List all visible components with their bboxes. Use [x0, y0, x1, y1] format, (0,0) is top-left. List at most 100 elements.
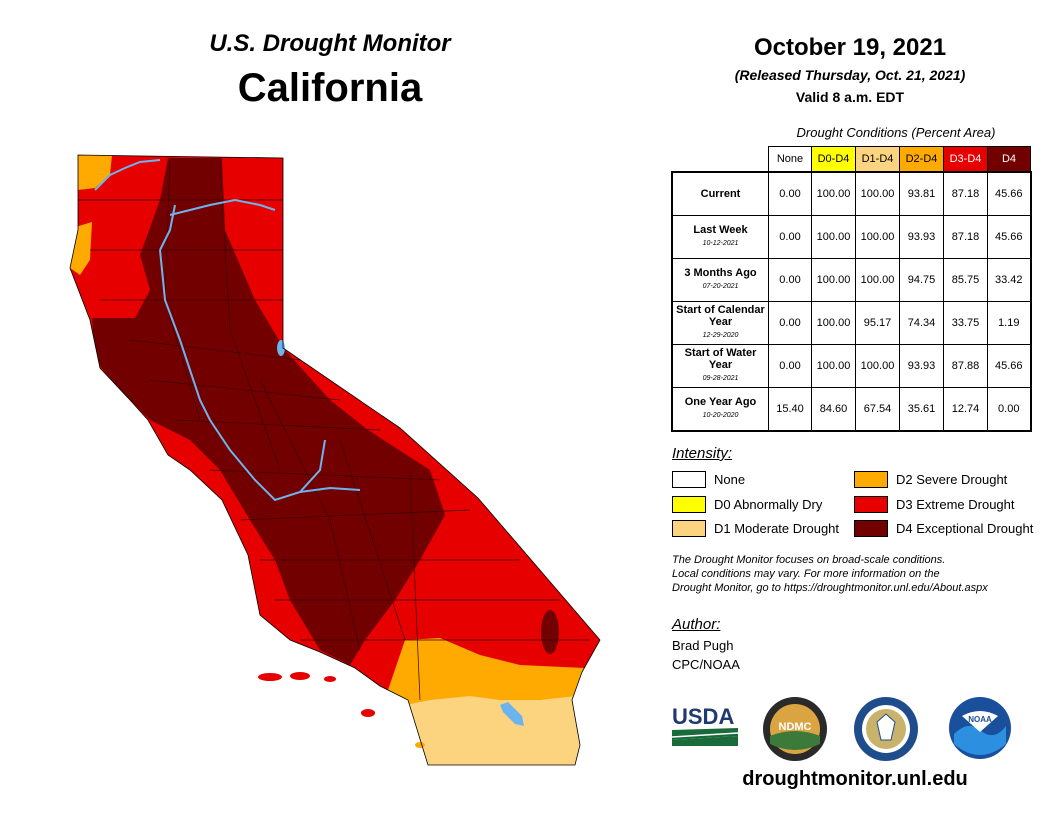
california-drought-map [69, 154, 601, 766]
rivers [94, 159, 361, 502]
d2-region-south [388, 638, 585, 706]
row-sublabel: 10-20-2020 [702, 412, 739, 419]
row-label-text: One Year Ago [684, 396, 757, 408]
col-header-d4: D4 [987, 146, 1031, 173]
table-cell: 85.75 [943, 258, 988, 302]
table-row: Start of Water Year 09-28-2021 0.00 100.00 1… [671, 344, 1032, 388]
row-label: Last Week 10-12-2021 [671, 215, 769, 259]
row-label-text: Current [700, 188, 741, 200]
legend-swatch [672, 520, 706, 537]
legend-item-d2: D2 Severe Drought [854, 471, 1007, 488]
table-cell: 100.00 [811, 215, 856, 259]
legend-item-d4: D4 Exceptional Drought [854, 520, 1033, 537]
legend-label: D4 Exceptional Drought [896, 521, 1034, 536]
table-cell: 100.00 [811, 258, 856, 302]
legend-item-d0: D0 Abnormally Dry [672, 496, 822, 513]
table-cell: 93.93 [899, 344, 944, 388]
note-line: The Drought Monitor focuses on broad-sca… [672, 554, 946, 566]
legend-label: D2 Severe Drought [896, 472, 1008, 487]
note-line: Local conditions may vary. For more info… [672, 568, 940, 580]
legend-item-d3: D3 Extreme Drought [854, 496, 1015, 513]
author-org: CPC/NOAA [672, 657, 740, 672]
d4-region-central [92, 158, 445, 665]
table-cell: 87.18 [943, 215, 988, 259]
table-cell: 33.75 [943, 301, 988, 345]
row-label-text: Last Week [693, 224, 748, 236]
commerce-seal [854, 697, 918, 761]
table-cell: 100.00 [855, 215, 900, 259]
row-label-text: 3 Months Ago [684, 267, 757, 279]
table-cell: 100.00 [855, 344, 900, 388]
row-sublabel: 07-20-2021 [702, 283, 739, 290]
col-header-d0-d4: D0-D4 [811, 146, 856, 173]
table-cell: 0.00 [768, 258, 812, 302]
row-sublabel: 10-12-2021 [702, 240, 739, 247]
d2-region-north [78, 155, 112, 190]
table-cell: 93.81 [899, 171, 944, 216]
usda-logo: USDA [671, 704, 739, 746]
row-label: One Year Ago 10-20-2020 [671, 387, 769, 432]
table-cell: 84.60 [811, 387, 856, 432]
row-label: 3 Months Ago 07-20-2021 [671, 258, 769, 302]
col-header-d1-d4: D1-D4 [855, 146, 900, 173]
table-cell: 0.00 [768, 301, 812, 345]
legend-swatch [672, 496, 706, 513]
table-cell: 100.00 [811, 344, 856, 388]
table-cell: 35.61 [899, 387, 944, 432]
map-date: October 19, 2021 [753, 34, 947, 61]
row-sublabel: 12-29-2020 [702, 332, 739, 339]
table-cell: 15.40 [768, 387, 812, 432]
col-header-none: None [768, 146, 812, 173]
channel-island [290, 672, 310, 680]
ndmc-logo: NDMC [763, 697, 827, 761]
table-cell: 0.00 [987, 387, 1032, 432]
legend-swatch [854, 471, 888, 488]
author-name: Brad Pugh [672, 638, 734, 653]
legend-label: D1 Moderate Drought [714, 521, 840, 536]
table-cell: 0.00 [768, 171, 812, 216]
legend-swatch [672, 471, 706, 488]
drought-conditions-table: None D0-D4 D1-D4 D2-D4 D3-D4 D4 Current 0… [671, 146, 1032, 432]
table-cell: 100.00 [855, 171, 900, 216]
table-cell: 100.00 [855, 258, 900, 302]
salton-sea [500, 702, 524, 726]
noaa-logo: NOAA [949, 697, 1011, 759]
note-line: Drought Monitor, go to https://droughtmo… [672, 582, 988, 594]
channel-island [415, 742, 425, 748]
table-cell: 100.00 [811, 301, 856, 345]
region-title: California [237, 66, 423, 110]
release-date: (Released Thursday, Oct. 21, 2021) [734, 67, 966, 83]
table-cell: 94.75 [899, 258, 944, 302]
table-cell: 74.34 [899, 301, 944, 345]
table-cell: 45.66 [987, 344, 1032, 388]
col-header-d2-d4: D2-D4 [899, 146, 944, 173]
legend-label: D3 Extreme Drought [896, 497, 1015, 512]
disclaimer-note: The Drought Monitor focuses on broad-sca… [672, 553, 1042, 595]
col-header-d3-d4: D3-D4 [943, 146, 988, 173]
table-cell: 87.88 [943, 344, 988, 388]
row-label: Current [671, 171, 769, 216]
table-header-row: None D0-D4 D1-D4 D2-D4 D3-D4 D4 [672, 146, 1031, 173]
table-cell: 0.00 [768, 344, 812, 388]
valid-time: Valid 8 a.m. EDT [795, 89, 905, 105]
lake-tahoe [277, 340, 285, 356]
legend-title: Intensity: [672, 445, 733, 462]
legend-item-none: None [672, 471, 745, 488]
state-outline [69, 154, 601, 766]
legend-label: D0 Abnormally Dry [714, 497, 823, 512]
table-caption: Drought Conditions (Percent Area) [796, 125, 996, 140]
table-cell: 1.19 [987, 301, 1032, 345]
table-cell: 67.54 [855, 387, 900, 432]
usda-logo-text: USDA [672, 704, 734, 729]
d4-region-southeast [541, 610, 559, 654]
row-label: Start of Calendar Year 12-29-2020 [671, 301, 769, 345]
row-label-text: Start of Calendar Year [676, 304, 765, 328]
table-row: Last Week 10-12-2021 0.00 100.00 100.00 93.93… [671, 215, 1032, 259]
footer-url[interactable]: droughtmonitor.unl.edu [742, 768, 968, 790]
ndmc-logo-text: NDMC [779, 721, 812, 733]
table-cell: 12.74 [943, 387, 988, 432]
legend-swatch [854, 496, 888, 513]
legend-swatch [854, 520, 888, 537]
table-cell: 100.00 [811, 171, 856, 216]
table-row: Start of Calendar Year 12-29-2020 0.00 100.… [671, 301, 1032, 345]
